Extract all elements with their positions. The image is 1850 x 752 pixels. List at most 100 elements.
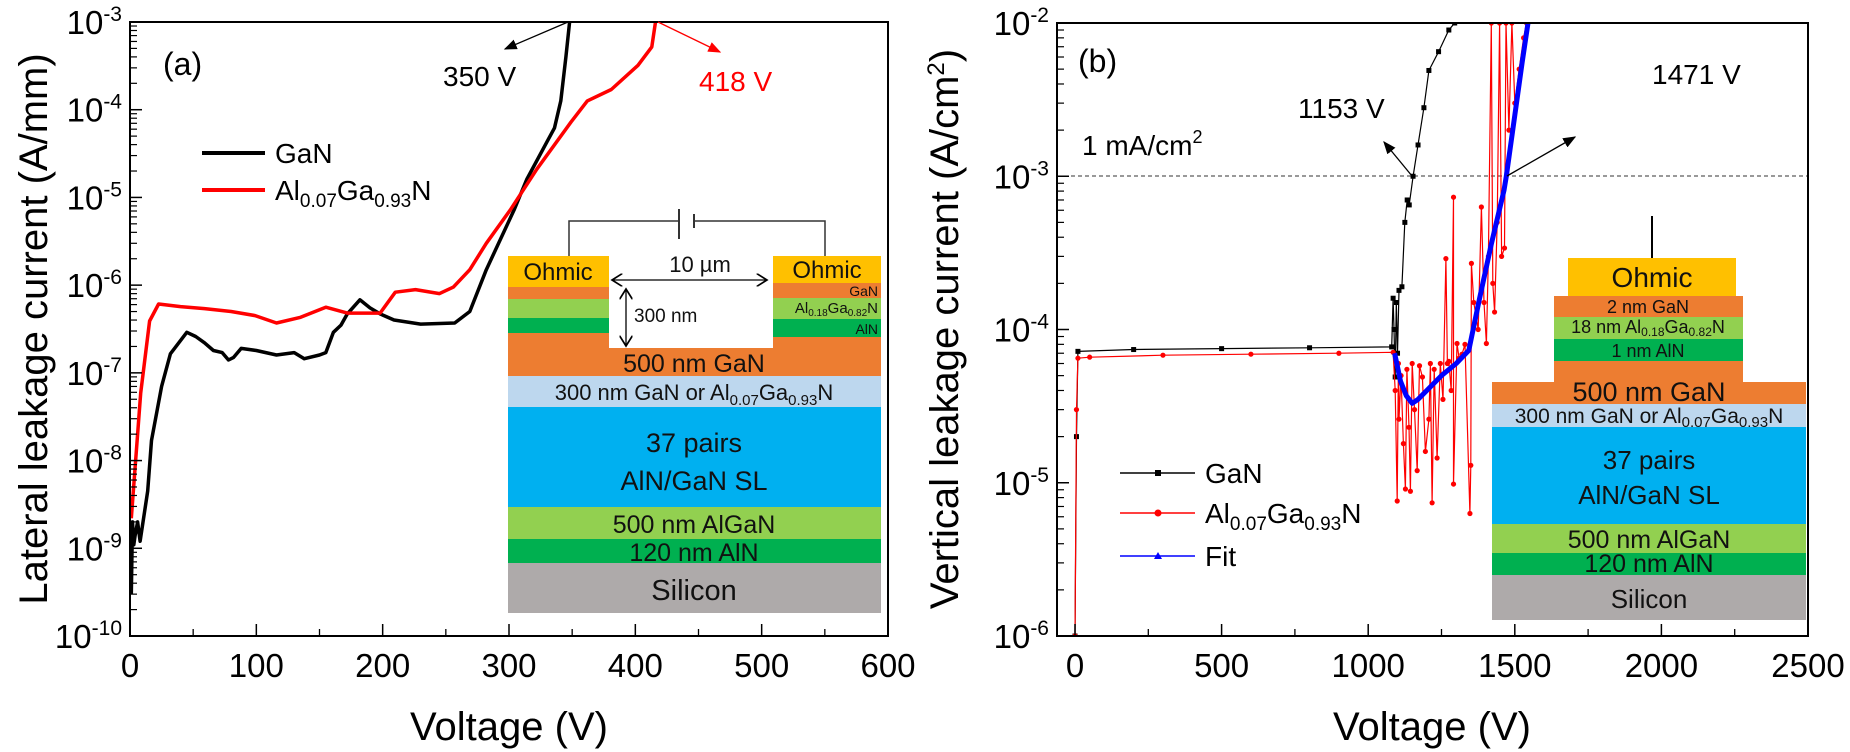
x-tick-label: 400	[608, 647, 663, 684]
series-gan-point	[1452, 23, 1458, 26]
series-al0-07ga0-93n-point	[1483, 340, 1489, 347]
series-al0-07ga0-93n-point	[1448, 387, 1454, 394]
x-tick-label: 1000	[1331, 647, 1404, 684]
x-tick-label: 200	[355, 647, 410, 684]
layer-gan-cap-right	[773, 283, 881, 298]
series-al0-07ga0-93n-point	[1426, 416, 1432, 422]
series-al0-07ga0-93n-point	[1419, 374, 1426, 380]
x-tick-label: 300	[481, 647, 536, 684]
series-al0-07ga0-93n-point	[1450, 194, 1457, 200]
series-al0-07ga0-93n-point	[1396, 416, 1402, 422]
y-tick-label: 10-6	[67, 266, 122, 304]
series-al0-07ga0-93n-point	[1160, 352, 1166, 358]
triangle-marker-icon	[1154, 552, 1162, 559]
axes-a: 0 100 200 300 400 500 600 10-10 10-9 10-8 10-7 10-6…	[55, 3, 916, 684]
series-gan-line	[1074, 23, 1456, 636]
series-gan-point	[1075, 348, 1081, 354]
layer-aln-nucleation	[508, 539, 881, 563]
layer-aln-spacer	[1554, 339, 1743, 361]
series-layer-a	[130, 22, 658, 595]
series-al0-07ga0-93n-point	[1490, 280, 1496, 286]
series-fit-line	[1392, 23, 1531, 406]
series-al0-07ga0-93n-point	[1440, 396, 1446, 402]
label-barrier: 18 nm Al0.18Ga0.82N	[1571, 317, 1725, 339]
circle-marker-icon	[1154, 509, 1162, 517]
reference-line-label: 1 mA/cm2	[1082, 127, 1202, 161]
series-al0-07ga0-93n-point	[1443, 256, 1449, 262]
series-al0-07ga0-93n-point	[1501, 245, 1508, 251]
y-tick-label: 10-8	[67, 442, 122, 480]
annotation-arrow-1471v	[1506, 136, 1577, 177]
series-al0-07ga0-93n-line	[1074, 23, 1528, 636]
layer-gan-cap	[1554, 296, 1743, 317]
series-gan-point	[1426, 67, 1432, 73]
series-gan-line	[130, 22, 572, 595]
series-gan-point	[1393, 300, 1399, 306]
panel-b: 1 mA/cm2 Ohmic 2 nm GaN 18 nm Al0.18Ga0.…	[923, 4, 1845, 749]
y-axis-title-a: Lateral leakage current (A/mm)	[12, 53, 56, 604]
x-axis-title-b: Voltage (V)	[1333, 705, 1531, 749]
series-al0-07ga0-93n-point	[1429, 500, 1435, 506]
layer-gan-channel	[508, 348, 881, 376]
y-tick-label: 10-9	[67, 529, 122, 567]
inset-lateral-structure: Ohmic Ohmic GaN Al0.18Ga0.82N AlN 10 µm …	[508, 209, 881, 613]
annotation-arrow-1153v	[1383, 140, 1413, 177]
x-tick-label: 600	[860, 647, 915, 684]
label-aln: AlN	[855, 321, 878, 337]
layer-algan	[1492, 524, 1806, 553]
y-tick-label: 10-4	[994, 311, 1050, 349]
series-al0-07ga0-93n-point	[1336, 350, 1342, 356]
series-al0-07ga0-93n-point	[1409, 360, 1415, 367]
y-tick-label: 10-4	[67, 91, 123, 129]
x-tick-label: 0	[121, 647, 139, 684]
label-ohmic-left: Ohmic	[523, 259, 592, 286]
series-gan-point	[1446, 27, 1452, 33]
label-algan: 500 nm AlGaN	[1568, 526, 1731, 554]
series-gan-point	[1390, 295, 1396, 301]
label-ohmic: Ohmic	[1612, 262, 1693, 293]
series-gan-point	[1406, 202, 1412, 208]
series-al0-07ga0-93n-point	[1446, 358, 1452, 364]
series-al0-07ga0-93n-point	[1468, 462, 1474, 468]
legend-label-fit: Fit	[1205, 541, 1236, 572]
series-gan-point	[1399, 284, 1405, 290]
layer-buffer	[508, 376, 881, 407]
label-aln-spacer: 1 nm AlN	[1611, 341, 1684, 361]
square-marker-icon	[1155, 470, 1161, 476]
series-gan-point	[1421, 105, 1427, 111]
series-al0-07ga0-93n-point	[1431, 366, 1437, 372]
legend-label-gan: GaN	[275, 138, 333, 169]
series-al0-07ga0-93n-point	[1406, 424, 1412, 430]
label-channel: 500 nm GaN	[623, 350, 765, 378]
label-ohmic-right: Ohmic	[792, 257, 861, 284]
annotation-1153v: 1153 V	[1298, 93, 1385, 124]
label-silicon: Silicon	[1611, 584, 1688, 614]
layer-aln-left	[508, 318, 609, 333]
layer-ohmic-left	[508, 256, 609, 287]
panel-label-a: (a)	[163, 46, 202, 82]
x-tick-label: 500	[1194, 647, 1249, 684]
x-tick-label: 100	[229, 647, 284, 684]
x-tick-label: 500	[734, 647, 789, 684]
series-al0-07ga0-93n-point	[1468, 260, 1475, 266]
layer-aln-right	[773, 319, 881, 337]
y-tick-label: 10-5	[994, 464, 1049, 502]
series-al0-07ga0-93n-point	[1087, 354, 1093, 360]
label-sl-line2: AlN/GaN SL	[1578, 480, 1720, 510]
label-buffer: 300 nm GaN or Al0.07Ga0.93N	[1515, 405, 1784, 431]
series-gan-point	[1391, 327, 1397, 332]
y-tick-label: 10-3	[994, 157, 1049, 195]
series-gan-point	[1436, 49, 1442, 55]
label-barrier: Al0.18Ga0.82N	[795, 300, 878, 319]
layer-superlattice	[1492, 427, 1806, 524]
annotation-arrow-350v	[503, 21, 569, 50]
layer-barrier	[1554, 317, 1743, 339]
y-axis-title-b: Vertical leakage current (A/cm2)	[923, 49, 967, 609]
layer-algan	[508, 507, 881, 539]
series-al0-07ga0-93n-point	[1491, 309, 1498, 315]
series-al0-07ga0-93n-point	[1075, 355, 1081, 361]
label-spacing: 10 µm	[669, 252, 731, 277]
series-al0-07ga0-93n-point	[1454, 340, 1460, 347]
series-al0-07ga0-93n-point	[1450, 481, 1457, 487]
